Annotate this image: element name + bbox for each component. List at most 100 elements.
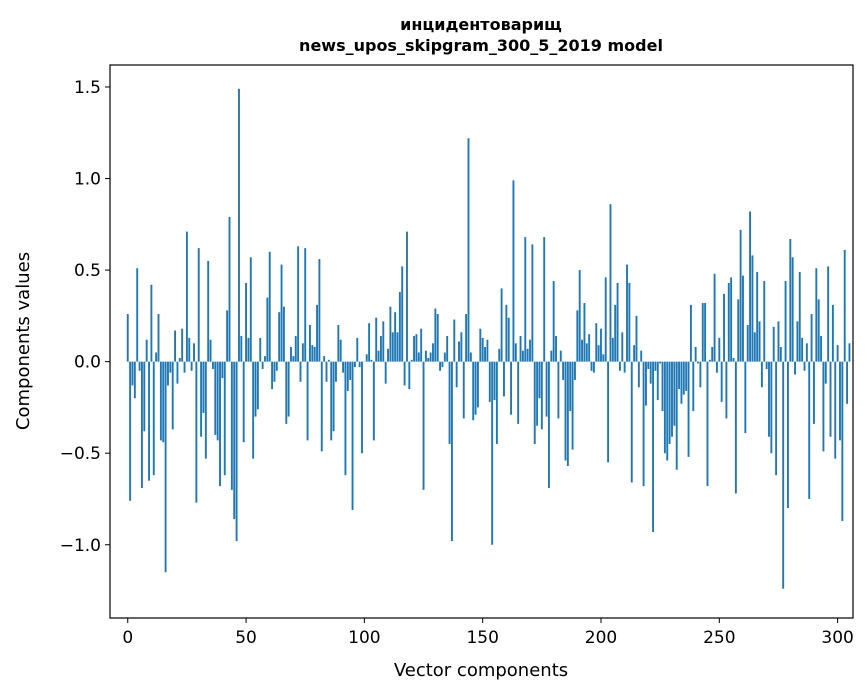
x-axis: 0 50 100 150 200 250 300 — [122, 618, 854, 648]
bar — [155, 352, 158, 362]
bar — [640, 350, 643, 362]
bar — [304, 248, 307, 362]
bar — [238, 88, 240, 362]
bar — [692, 361, 695, 412]
bar — [474, 361, 477, 415]
bar — [663, 361, 666, 454]
bar — [817, 299, 820, 362]
bar — [732, 357, 735, 362]
bar — [479, 328, 482, 362]
bar — [559, 350, 562, 362]
bar — [185, 231, 188, 362]
bar — [507, 317, 510, 362]
bar — [157, 314, 160, 362]
y-tick-label: −1.0 — [60, 536, 101, 556]
bar — [171, 361, 174, 430]
bar — [200, 361, 203, 437]
x-tick-label: 200 — [585, 628, 617, 648]
bar — [368, 323, 371, 362]
bar — [264, 356, 266, 362]
bar — [382, 321, 385, 362]
bar — [734, 361, 737, 494]
bar — [275, 361, 278, 371]
bar — [569, 361, 572, 412]
bar — [152, 361, 155, 476]
bar — [323, 356, 326, 362]
y-tick-label: 1.0 — [74, 170, 101, 190]
bar — [659, 361, 662, 364]
bar — [521, 350, 524, 362]
bar — [805, 343, 808, 362]
bar — [396, 332, 399, 362]
bar — [706, 361, 709, 487]
bar — [758, 321, 761, 362]
bar — [422, 361, 425, 490]
bar — [687, 361, 690, 457]
bar — [358, 361, 361, 368]
bar — [566, 361, 569, 467]
bar — [794, 361, 796, 375]
bar — [145, 339, 148, 362]
bar — [498, 348, 501, 362]
bar — [552, 281, 555, 362]
bar — [443, 352, 446, 362]
bar — [538, 361, 541, 399]
bar — [713, 273, 716, 362]
bar — [720, 361, 723, 402]
bar — [389, 306, 392, 362]
bar — [353, 361, 356, 368]
bar — [637, 361, 640, 388]
bar — [843, 249, 846, 362]
x-tick-label: 150 — [466, 628, 498, 648]
bar — [434, 308, 437, 362]
bar — [441, 361, 444, 368]
bar — [254, 361, 257, 417]
bar — [820, 336, 822, 362]
bar — [574, 361, 576, 380]
bar — [536, 361, 539, 426]
bar — [223, 361, 226, 476]
bar — [730, 277, 733, 362]
bar — [271, 361, 274, 390]
bar — [718, 337, 721, 362]
bar — [519, 336, 522, 362]
bar — [467, 138, 470, 362]
bar — [365, 354, 368, 362]
bar — [514, 343, 517, 362]
bar — [387, 348, 389, 362]
bar — [266, 297, 269, 362]
bar — [500, 288, 503, 362]
bar — [510, 361, 513, 415]
bar — [744, 361, 747, 434]
bar — [789, 238, 792, 362]
y-tick-label: −0.5 — [60, 444, 101, 464]
bar — [834, 361, 837, 459]
bar — [786, 361, 789, 509]
bar — [406, 231, 408, 362]
bar — [230, 361, 233, 490]
bar — [753, 332, 756, 362]
bar — [595, 323, 598, 362]
bar — [824, 361, 827, 384]
y-tick-label: 1.5 — [74, 78, 101, 98]
bar — [247, 337, 250, 362]
bar — [590, 361, 593, 371]
bar — [540, 361, 543, 430]
bar — [372, 361, 375, 441]
bar — [415, 334, 418, 362]
bar — [228, 216, 231, 362]
bar — [689, 304, 692, 362]
bar — [178, 357, 181, 362]
bar — [432, 343, 434, 362]
bar — [839, 361, 841, 441]
y-axis: −1.0 −0.5 0.0 0.5 1.0 1.5 — [60, 78, 110, 556]
bar — [327, 359, 330, 362]
bar — [245, 282, 247, 362]
bar — [746, 325, 749, 362]
bar — [424, 350, 427, 362]
bar — [455, 361, 458, 388]
bar — [204, 361, 207, 459]
bar — [221, 361, 224, 379]
bar — [645, 361, 647, 406]
bar — [815, 268, 818, 362]
